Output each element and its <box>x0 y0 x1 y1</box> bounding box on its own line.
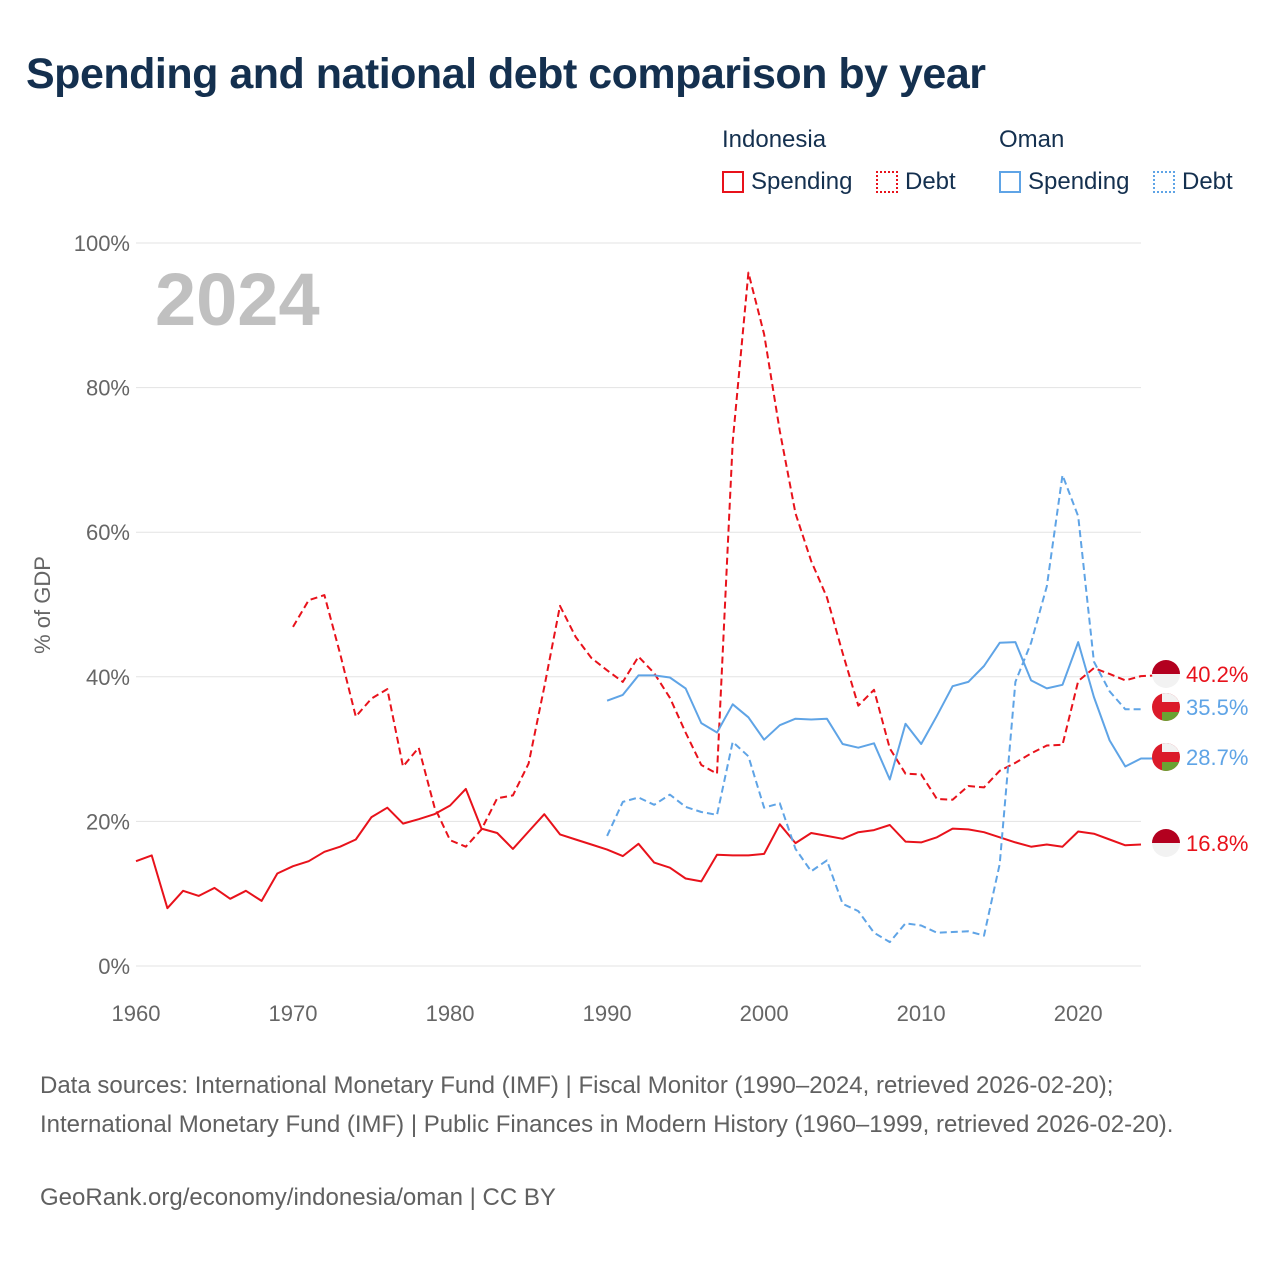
dotted-line-swatch-icon <box>1153 171 1175 193</box>
series-lines <box>135 271 1157 944</box>
oman-flag-icon <box>1152 693 1180 721</box>
x-tick-label: 1980 <box>426 1001 475 1026</box>
y-tick-label: 60% <box>86 520 130 545</box>
series-line-indonesia-debt[interactable] <box>292 271 1157 848</box>
data-source-note: Data sources: International Monetary Fun… <box>40 1072 1174 1138</box>
legend-label: Debt <box>1182 168 1233 195</box>
legend-group-name: Indonesia <box>722 126 827 153</box>
x-tick-label: 2010 <box>897 1001 946 1026</box>
indonesia-flag-icon <box>1152 829 1180 857</box>
oman-flag-icon <box>1152 743 1180 771</box>
year-watermark: 2024 <box>155 258 320 341</box>
dotted-line-swatch-icon <box>876 171 898 193</box>
end-label-oman-spending: 28.7% <box>1186 745 1248 770</box>
y-tick-label: 40% <box>86 665 130 690</box>
solid-line-swatch-icon <box>999 171 1021 193</box>
legend-item-oman-debt[interactable]: Debt <box>1153 168 1233 196</box>
x-tick-label: 1990 <box>583 1001 632 1026</box>
legend-item-oman-spending[interactable]: Spending <box>999 168 1129 196</box>
legend-group-indonesia: Indonesia Spending Debt <box>722 126 956 195</box>
gridlines <box>136 242 1141 967</box>
legend-item-indonesia-debt[interactable]: Debt <box>876 168 956 196</box>
legend-label: Spending <box>1028 168 1130 195</box>
end-label-indonesia-debt: 40.2% <box>1186 662 1248 687</box>
y-tick-label: 80% <box>86 376 130 401</box>
legend-group-oman: Oman Spending Debt <box>999 126 1233 195</box>
y-axis-ticks: 0% 20% 40% 60% 80% 100% <box>74 231 130 979</box>
legend-label: Debt <box>905 168 956 195</box>
series-line-oman-spending[interactable] <box>606 641 1157 781</box>
legend-item-indonesia-spending[interactable]: Spending <box>722 168 852 196</box>
y-tick-label: 100% <box>74 231 130 256</box>
credit-link[interactable]: GeoRank.org/economy/indonesia/oman | CC … <box>40 1184 556 1211</box>
end-label-oman-debt: 35.5% <box>1186 695 1248 720</box>
legend-label: Spending <box>751 168 853 195</box>
x-tick-label: 1960 <box>112 1001 161 1026</box>
indonesia-flag-icon <box>1152 660 1180 688</box>
y-tick-label: 20% <box>86 809 130 834</box>
y-axis-label: % of GDP <box>30 556 55 654</box>
solid-line-swatch-icon <box>722 171 744 193</box>
x-tick-label: 2020 <box>1054 1001 1103 1026</box>
x-axis-ticks: 1960 1970 1980 1990 2000 2010 2020 <box>112 1001 1103 1026</box>
line-chart: 0% 20% 40% 60% 80% 100% 1960 1970 1980 1990 2000 2… <box>30 231 1248 1026</box>
chart-title: Spending and national debt comparison by… <box>26 50 986 98</box>
end-label-indonesia-spending: 16.8% <box>1186 831 1248 856</box>
y-tick-label: 0% <box>98 954 130 979</box>
x-tick-label: 1970 <box>269 1001 318 1026</box>
legend-group-name: Oman <box>999 126 1065 153</box>
series-line-oman-debt[interactable] <box>606 474 1141 944</box>
series-line-indonesia-spending[interactable] <box>135 787 1142 910</box>
x-tick-label: 2000 <box>740 1001 789 1026</box>
